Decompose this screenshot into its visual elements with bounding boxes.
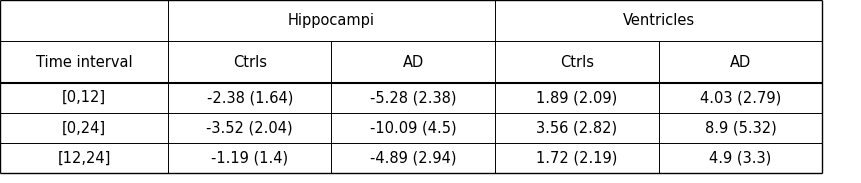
Text: -10.09 (4.5): -10.09 (4.5): [370, 120, 456, 135]
Text: Ctrls: Ctrls: [560, 55, 594, 70]
Text: [0,24]: [0,24]: [62, 120, 106, 135]
Text: 3.56 (2.82): 3.56 (2.82): [536, 120, 617, 135]
Text: Ventricles: Ventricles: [623, 13, 695, 28]
Text: AD: AD: [730, 55, 751, 70]
Text: Ctrls: Ctrls: [232, 55, 267, 70]
Text: 4.03 (2.79): 4.03 (2.79): [700, 90, 781, 105]
Text: 4.9 (3.3): 4.9 (3.3): [709, 151, 771, 166]
Text: -3.52 (2.04): -3.52 (2.04): [207, 120, 293, 135]
Text: AD: AD: [403, 55, 424, 70]
Text: Time interval: Time interval: [35, 55, 133, 70]
Text: 8.9 (5.32): 8.9 (5.32): [704, 120, 777, 135]
Text: -2.38 (1.64): -2.38 (1.64): [207, 90, 293, 105]
Text: -5.28 (2.38): -5.28 (2.38): [370, 90, 456, 105]
Text: [0,12]: [0,12]: [62, 90, 106, 105]
Text: 1.72 (2.19): 1.72 (2.19): [536, 151, 617, 166]
Text: -4.89 (2.94): -4.89 (2.94): [370, 151, 456, 166]
Text: -1.19 (1.4): -1.19 (1.4): [211, 151, 288, 166]
Text: [12,24]: [12,24]: [58, 151, 110, 166]
Text: Hippocampi: Hippocampi: [288, 13, 375, 28]
Text: 1.89 (2.09): 1.89 (2.09): [536, 90, 617, 105]
